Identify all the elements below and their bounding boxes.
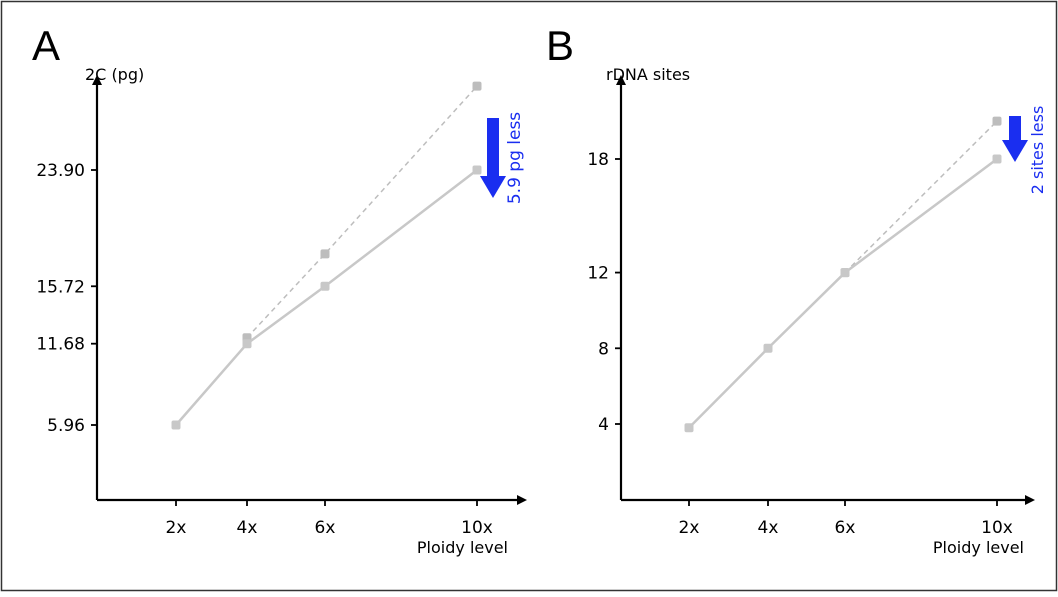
x-tick-label: 2x	[166, 518, 187, 538]
panel-label: B	[546, 22, 574, 69]
annotation-arrow-shaft	[487, 118, 499, 176]
data-point-dashed	[992, 116, 1002, 126]
data-point-solid	[763, 343, 773, 353]
x-tick-label: 10x	[461, 518, 493, 538]
series-line-solid	[175, 169, 478, 426]
x-tick-label: 10x	[981, 518, 1013, 538]
x-tick-label: 6x	[835, 518, 856, 538]
data-point-solid	[992, 154, 1002, 164]
annotation-arrow-shaft	[1009, 116, 1021, 140]
data-point-solid	[171, 420, 181, 430]
x-axis-label: Ploidy level	[417, 538, 508, 557]
annotation-text: 2 sites less	[1028, 106, 1047, 195]
x-tick-label: 6x	[315, 518, 336, 538]
annotation-text: 5.9 pg less	[505, 112, 525, 204]
x-tick-label: 4x	[758, 518, 779, 538]
data-point-solid	[840, 268, 850, 278]
data-point-solid	[684, 423, 694, 433]
y-tick-label: 18	[587, 150, 609, 170]
y-tick-label: 4	[598, 415, 609, 435]
x-tick-label: 4x	[237, 518, 258, 538]
y-axis-label: 2C (pg)	[85, 65, 144, 84]
x-tick-label: 2x	[679, 518, 700, 538]
y-tick-label: 5.96	[47, 416, 85, 436]
panel-label: A	[32, 22, 60, 69]
x-axis-label: Ploidy level	[933, 538, 1024, 557]
y-axis-label: rDNA sites	[606, 65, 690, 84]
y-tick-label: 11.68	[36, 335, 85, 355]
data-point-dashed	[472, 81, 482, 91]
y-tick-label: 23.90	[36, 161, 85, 181]
y-tick-label: 8	[598, 339, 609, 359]
data-point-solid	[242, 339, 252, 349]
series-line-solid	[688, 157, 998, 429]
panel-a: A 2C (pg) Ploidy level 5.96 11.68 15.72 23.90 2…	[32, 22, 527, 557]
series-line-dashed	[246, 85, 478, 339]
data-point-solid	[472, 165, 482, 175]
data-point-dashed	[320, 249, 330, 259]
y-tick-label: 15.72	[36, 277, 85, 297]
y-tick-label: 12	[587, 264, 609, 284]
annotation-arrow-head	[480, 176, 506, 198]
annotation-arrow-head	[1002, 140, 1028, 162]
data-point-solid	[320, 281, 330, 291]
